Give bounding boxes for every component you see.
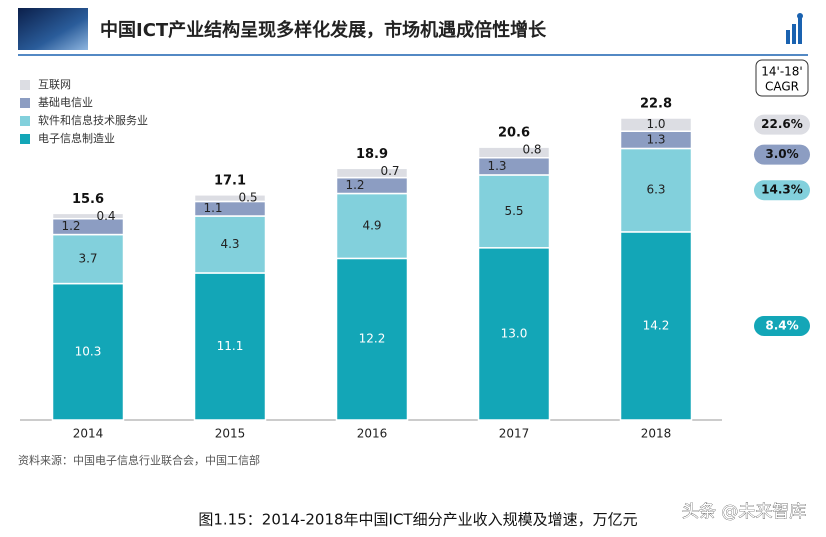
value-label: 11.1 (217, 339, 244, 353)
value-label: 1.3 (487, 159, 506, 173)
bar-segment (335, 167, 409, 179)
cagr-label: 3.0% (765, 147, 798, 161)
legend-label: 互联网 (38, 78, 71, 91)
bar-segment (51, 233, 125, 285)
value-label: 1.0 (646, 117, 665, 131)
value-label: 12.2 (359, 332, 386, 346)
value-label: 4.9 (362, 218, 381, 232)
cagr-pill (754, 114, 810, 135)
x-tick-label: 2016 (357, 427, 388, 441)
total-label: 15.6 (72, 192, 104, 207)
bar-segment (619, 117, 693, 132)
value-label: 0.4 (96, 209, 115, 223)
bar-segment (193, 194, 267, 203)
value-label: 1.1 (203, 201, 222, 215)
source-note: 资料来源：中国电子信息行业联合会，中国工信部 (18, 453, 260, 467)
bar-segment (477, 146, 551, 159)
x-tick-label: 2015 (215, 427, 246, 441)
value-label: 10.3 (75, 344, 102, 358)
bar-segment (51, 282, 125, 421)
legend-swatch (20, 98, 30, 108)
legend-label: 电子信息制造业 (38, 131, 115, 145)
x-tick-label: 2017 (499, 427, 530, 441)
chart-title: 中国ICT产业结构呈现多样化发展，市场机遇成倍性增长 (100, 19, 547, 41)
cagr-pill (754, 315, 810, 336)
value-label: 0.7 (380, 164, 399, 178)
cagr-title: CAGR (765, 80, 799, 94)
value-label: 4.3 (220, 237, 239, 251)
value-label: 6.3 (646, 183, 665, 197)
value-label: 0.8 (522, 143, 541, 157)
x-tick-label: 2014 (73, 427, 104, 441)
bar-segment (335, 192, 409, 260)
legend-label: 基础电信业 (38, 96, 93, 109)
legend-swatch (20, 80, 30, 90)
bar-segment (335, 257, 409, 421)
bar-segment (619, 147, 693, 233)
cagr-header-box (755, 59, 809, 97)
value-label: 3.7 (78, 252, 97, 266)
cagr-pill (754, 180, 810, 201)
bar-segment (477, 174, 551, 249)
total-label: 18.9 (356, 147, 388, 162)
legend-swatch (20, 116, 30, 126)
legend-swatch (20, 134, 30, 144)
total-label: 17.1 (214, 173, 246, 188)
watermark: 头条 @未来智库 (682, 502, 806, 522)
cagr-pill (754, 144, 810, 165)
bar-segment (193, 272, 267, 421)
x-tick-label: 2018 (641, 427, 672, 441)
value-label: 5.5 (504, 204, 523, 218)
cagr-label: 14.3% (761, 183, 803, 197)
bar-segment (193, 215, 267, 274)
value-label: 13.0 (501, 326, 528, 340)
value-label: 14.2 (643, 318, 670, 332)
value-label: 1.2 (345, 178, 364, 192)
value-label: 1.2 (61, 219, 80, 233)
cagr-label: 22.6% (761, 117, 803, 131)
bar-segment (51, 212, 125, 220)
cagr-title: 14'-18' (761, 65, 802, 79)
logo-icon (786, 13, 803, 44)
total-label: 20.6 (498, 126, 530, 141)
caption: 图1.15：2014-2018年中国ICT细分产业收入规模及增速，万亿元 (198, 511, 637, 529)
cagr-label: 8.4% (765, 318, 798, 332)
header-image (18, 8, 88, 50)
value-label: 0.5 (238, 190, 257, 204)
value-label: 1.3 (646, 132, 665, 146)
bar-segment (619, 231, 693, 421)
legend-label: 软件和信息技术服务业 (38, 113, 148, 127)
bar-segment (477, 247, 551, 421)
total-label: 22.8 (640, 97, 672, 112)
